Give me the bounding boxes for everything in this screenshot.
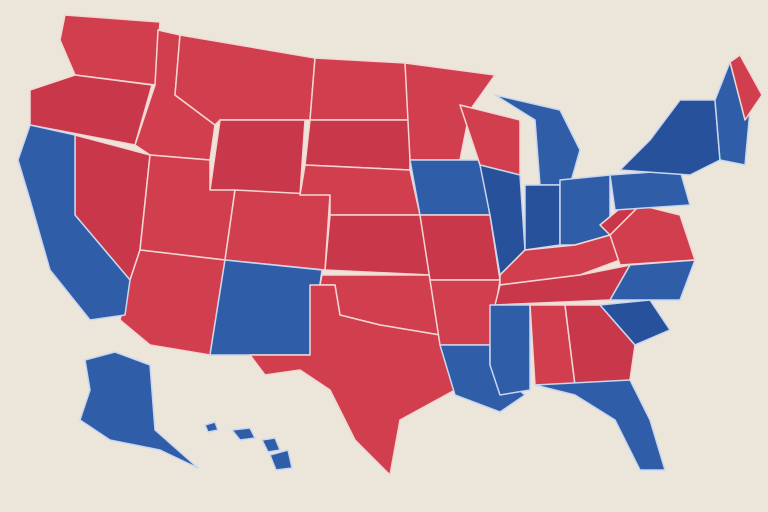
state xyxy=(79,351,199,469)
state xyxy=(224,189,331,271)
state xyxy=(609,259,696,301)
state xyxy=(324,214,431,276)
state xyxy=(304,119,411,171)
state xyxy=(309,57,411,121)
state xyxy=(559,174,611,246)
state xyxy=(489,304,531,396)
state xyxy=(714,61,751,166)
state xyxy=(599,299,671,346)
state xyxy=(524,184,561,251)
state xyxy=(729,54,763,121)
state xyxy=(609,169,691,211)
state xyxy=(209,119,306,196)
state xyxy=(534,379,666,471)
state xyxy=(29,74,153,146)
island xyxy=(204,421,219,433)
state xyxy=(249,284,456,476)
state xyxy=(419,214,501,281)
island xyxy=(269,449,293,471)
states xyxy=(17,14,763,476)
state xyxy=(17,124,131,321)
state xyxy=(409,159,491,216)
state xyxy=(209,259,323,356)
state xyxy=(404,62,496,161)
island xyxy=(261,437,281,453)
island xyxy=(231,427,256,441)
